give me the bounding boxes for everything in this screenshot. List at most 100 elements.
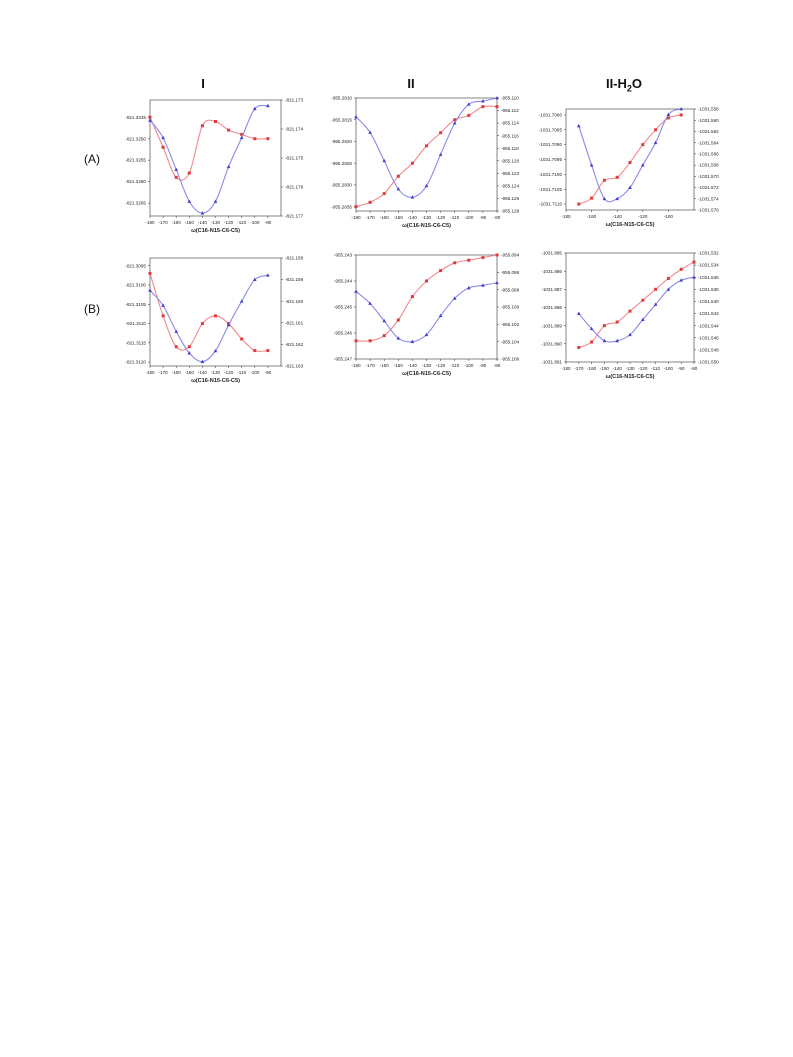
c1-yleft-tick-label: -955.2810 (331, 96, 352, 101)
c0-x-tick-label: -110 (237, 220, 246, 225)
c0-yright-tick-label: -821.176 (285, 185, 304, 190)
c1-series-red-point (396, 174, 400, 178)
c2-yright-tick-label: -1031.574 (698, 196, 719, 201)
c5-yright-tick-label: -1031.542 (698, 311, 719, 316)
c0-yright-tick-label: -821.175 (285, 156, 304, 161)
c1-x-tick-label: -160 (380, 215, 390, 220)
c2-yleft-tick-label: -1031.7100 (539, 172, 563, 177)
c0-yright-tick-label: -821.177 (285, 214, 304, 219)
c1-yright-tick-label: -955.122 (501, 171, 520, 176)
c2-series-red-point (602, 178, 606, 182)
c1-yright-tick-label: -955.114 (501, 121, 519, 126)
c3-yright-tick-label: -821.161 (285, 320, 304, 325)
c2-x-tick-label: -140 (613, 214, 623, 219)
c0-x-tick-label: -160 (172, 220, 182, 225)
c5-x-tick-label: -130 (625, 366, 635, 371)
c4-x-tick-label: -80 (494, 363, 501, 368)
c5-series-blue-point (679, 278, 683, 282)
c5-series-red-point (666, 276, 670, 280)
c3-series-blue-line (149, 274, 269, 363)
c0-series-blue-point (161, 135, 165, 140)
c0-x-tick-label: -90 (265, 220, 272, 225)
c4-yright-tick-label: -955.100 (501, 305, 520, 310)
c3-x-tick-label: -140 (198, 370, 208, 375)
c2-series-blue-point (666, 112, 671, 117)
column-title-II-H2O: II-H2O (564, 76, 684, 94)
c2-series-red-line (578, 114, 682, 205)
c1-x-tick-label: -110 (450, 215, 459, 220)
c0-yright-tick-label: -821.174 (285, 127, 304, 132)
c5-x-tick-label: -160 (587, 366, 597, 371)
c2-series-blue-point (577, 123, 581, 128)
c1-yright-tick-label: -955.116 (501, 133, 519, 138)
c1-series-red-point (439, 131, 443, 135)
c1-series-blue-point (495, 96, 499, 100)
c0-x-tick-label: -140 (198, 220, 208, 225)
c4-series-blue-point (368, 301, 372, 305)
c0-yleft-tick-label: -821.3255 (125, 158, 146, 163)
c5-x-tick-label: -140 (613, 366, 623, 371)
c3-series-red-point (266, 349, 270, 353)
c2-series-red-point (679, 113, 683, 117)
c1-yleft-tick-label: -955.2820 (331, 139, 352, 144)
c0-yleft-tick-label: -821.3265 (125, 201, 146, 206)
c5-yright-tick-label: -1031.544 (698, 323, 719, 328)
c2-yright-tick-label: -1031.568 (698, 163, 719, 168)
c5-series-blue-point (589, 326, 594, 331)
c2-yleft-tick-label: -1031.7095 (539, 157, 563, 162)
c4-yleft-tick-label: -955.244 (334, 279, 353, 284)
c1-series-blue-point (368, 130, 372, 134)
c4-series-red-point (495, 253, 499, 257)
c4-yleft-tick-label: -955.245 (334, 305, 353, 310)
c1-series-blue-point (467, 102, 471, 106)
c0-series-red-point (200, 124, 204, 128)
chart-B-IIH2O: -180 -170 -160 -150 -140 -130 -120 -110 -100 -90 -… (541, 251, 719, 380)
c0-series-red-point (240, 132, 244, 136)
c4-series-red-point (425, 279, 428, 283)
chart-B-I: -180 -170 -160 -150 -140 -130 -120 -110 -100 -90 -… (125, 256, 304, 384)
c3-x-tick-label: -130 (211, 370, 221, 375)
c4-series-blue-point (354, 289, 358, 293)
c3-x-tick-label: -180 (145, 370, 155, 375)
c4-x-tick-label: -90 (480, 363, 487, 368)
c5-yleft-tick-label: -1031.886 (541, 269, 562, 274)
c0-series-blue-point (200, 211, 205, 215)
c0-series-red-point (214, 119, 217, 123)
c2-series-blue-point (615, 196, 619, 201)
c3-series-blue-point (200, 359, 205, 364)
c4-x-axis-label: ω(C16-N15-C6-C5) (402, 371, 451, 377)
c0-series-blue-point (174, 167, 178, 171)
c2-yright-tick-label: -1031.566 (698, 151, 719, 156)
c4-series-blue-point (467, 285, 471, 290)
c4-series-red-point (439, 269, 443, 273)
c2-yright-tick-label: -1031.558 (698, 107, 719, 112)
c1-series-red-point (495, 105, 499, 109)
c4-yright-tick-label: -955.104 (501, 339, 520, 344)
c5-series-blue-point (666, 287, 671, 291)
c2-plot-frame (565, 108, 695, 211)
c0-x-tick-label: -120 (224, 220, 234, 225)
c5-x-tick-label: -90 (678, 366, 685, 371)
c4-yright-tick-label: -955.102 (501, 322, 520, 327)
c5-series-red-point (590, 340, 594, 344)
c3-x-tick-label: -170 (158, 370, 168, 375)
chart-A-I: -180 -170 -160 -150 -140 -130 -120 -110 -100 -90 -… (125, 98, 304, 234)
c4-x-tick-label: -120 (436, 363, 446, 368)
c1-yright-tick-label: -955.124 (501, 183, 520, 188)
c4-yleft-tick-label: -955.246 (334, 331, 353, 336)
c0-series-red-point (187, 171, 191, 175)
c2-yright-tick-label: -1031.572 (698, 185, 719, 190)
c2-yleft-tick-label: -1031.7105 (539, 187, 563, 192)
c5-series-blue-line (578, 276, 695, 343)
c2-x-tick-label: -160 (587, 214, 597, 219)
c1-series-red-point (368, 200, 372, 204)
c0-series-blue-point (213, 199, 218, 203)
c4-x-tick-label: -130 (422, 363, 432, 368)
c1-yright-tick-label: -955.118 (501, 146, 519, 151)
c1-x-tick-label: -80 (494, 215, 501, 220)
c3-yleft-tick-label: -821.3110 (126, 321, 147, 326)
c2-series-red-point (666, 116, 670, 120)
c4-series-red-point (396, 318, 400, 322)
c1-series-blue-line (355, 97, 498, 198)
c1-x-tick-label: -180 (351, 215, 361, 220)
